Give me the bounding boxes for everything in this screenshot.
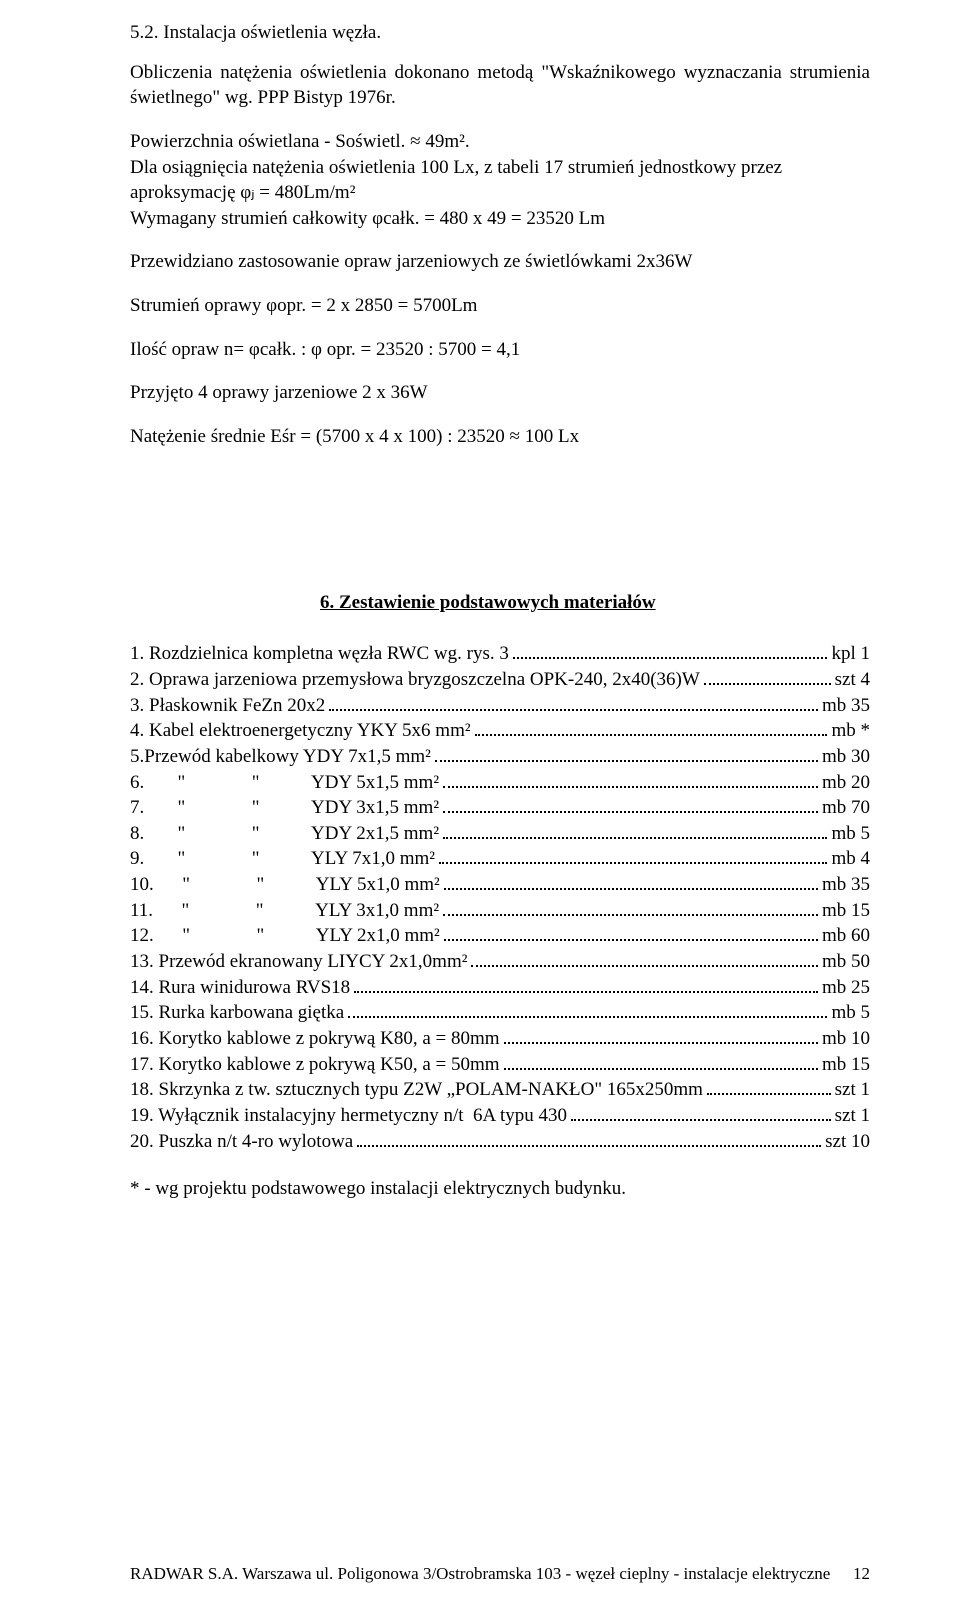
material-label: 11. " " YLY 3x1,0 mm²: [130, 898, 439, 924]
materials-list: 1. Rozdzielnica kompletna węzła RWC wg. …: [130, 641, 870, 1154]
material-dots-leader: [571, 1119, 831, 1121]
paragraph-approx: Dla osiągnięcia natężenia oświetlenia 10…: [130, 155, 870, 206]
material-label: 2. Oprawa jarzeniowa przemysłowa bryzgos…: [130, 667, 700, 693]
material-qty: mb 50: [822, 949, 870, 975]
material-label: 16. Korytko kablowe z pokrywą K80, a = 8…: [130, 1026, 500, 1052]
material-qty: kpl 1: [831, 641, 870, 667]
paragraph-fixtures: Przewidziano zastosowanie opraw jarzenio…: [130, 249, 870, 275]
paragraph-area: Powierzchnia oświetlana - Soświetl. ≈ 49…: [130, 129, 870, 155]
material-dots-leader: [444, 939, 818, 941]
footer-page-number: 12: [853, 1563, 870, 1586]
material-qty: mb 10: [822, 1026, 870, 1052]
material-row: 14. Rura winidurowa RVS18 mb 25: [130, 975, 870, 1001]
material-row: 9. " " YLY 7x1,0 mm² mb 4: [130, 846, 870, 872]
material-qty: mb 5: [831, 821, 870, 847]
paragraph-accepted: Przyjęto 4 oprawy jarzeniowe 2 x 36W: [130, 380, 870, 406]
material-qty: mb 25: [822, 975, 870, 1001]
material-label: 4. Kabel elektroenergetyczny YKY 5x6 mm²: [130, 718, 471, 744]
material-dots-leader: [443, 914, 818, 916]
material-row: 11. " " YLY 3x1,0 mm² mb 15: [130, 898, 870, 924]
material-qty: mb 60: [822, 923, 870, 949]
material-qty: szt 10: [825, 1129, 870, 1155]
material-row: 18. Skrzynka z tw. sztucznych typu Z2W „…: [130, 1077, 870, 1103]
material-row: 4. Kabel elektroenergetyczny YKY 5x6 mm²…: [130, 718, 870, 744]
material-row: 13. Przewód ekranowany LIYCY 2x1,0mm² mb …: [130, 949, 870, 975]
material-qty: mb 15: [822, 1052, 870, 1078]
material-dots-leader: [348, 1016, 827, 1018]
material-label: 3. Płaskownik FeZn 20x2: [130, 693, 325, 719]
material-dots-leader: [443, 837, 827, 839]
material-dots-leader: [329, 709, 818, 711]
material-label: 15. Rurka karbowana giętka: [130, 1000, 344, 1026]
material-row: 20. Puszka n/t 4-ro wylotowa szt 10: [130, 1129, 870, 1155]
material-dots-leader: [504, 1042, 818, 1044]
material-qty: mb 15: [822, 898, 870, 924]
paragraph-total-flux: Wymagany strumień całkowity φcałk. = 480…: [130, 206, 870, 232]
material-dots-leader: [707, 1093, 831, 1095]
material-dots-leader: [504, 1068, 818, 1070]
material-dots-leader: [471, 965, 818, 967]
material-row: 17. Korytko kablowe z pokrywą K50, a = 5…: [130, 1052, 870, 1078]
section-6-heading: 6. Zestawienie podstawowych materiałów: [320, 590, 870, 616]
paragraph-intro: Obliczenia natężenia oświetlenia dokonan…: [130, 60, 870, 111]
material-label: 5.Przewód kabelkowy YDY 7x1,5 mm²: [130, 744, 431, 770]
material-row: 5.Przewód kabelkowy YDY 7x1,5 mm² mb 30: [130, 744, 870, 770]
material-dots-leader: [443, 786, 818, 788]
material-label: 10. " " YLY 5x1,0 mm²: [130, 872, 440, 898]
section-5-2-heading: 5.2. Instalacja oświetlenia węzła.: [130, 20, 870, 46]
material-qty: szt 1: [835, 1077, 870, 1103]
material-row: 10. " " YLY 5x1,0 mm² mb 35: [130, 872, 870, 898]
paragraph-fixture-flux: Strumień oprawy φopr. = 2 x 2850 = 5700L…: [130, 293, 870, 319]
material-row: 16. Korytko kablowe z pokrywą K80, a = 8…: [130, 1026, 870, 1052]
material-label: 14. Rura winidurowa RVS18: [130, 975, 350, 1001]
material-label: 9. " " YLY 7x1,0 mm²: [130, 846, 435, 872]
material-dots-leader: [435, 760, 818, 762]
material-dots-leader: [354, 991, 818, 993]
material-row: 2. Oprawa jarzeniowa przemysłowa bryzgos…: [130, 667, 870, 693]
footer-text: RADWAR S.A. Warszawa ul. Poligonowa 3/Os…: [130, 1563, 830, 1586]
material-qty: mb 35: [822, 872, 870, 898]
material-row: 7. " " YDY 3x1,5 mm² mb 70: [130, 795, 870, 821]
material-label: 17. Korytko kablowe z pokrywą K50, a = 5…: [130, 1052, 500, 1078]
material-dots-leader: [439, 862, 827, 864]
material-qty: mb 20: [822, 770, 870, 796]
material-label: 20. Puszka n/t 4-ro wylotowa: [130, 1129, 353, 1155]
page-footer: RADWAR S.A. Warszawa ul. Poligonowa 3/Os…: [130, 1563, 870, 1586]
material-label: 6. " " YDY 5x1,5 mm²: [130, 770, 439, 796]
material-dots-leader: [357, 1145, 821, 1147]
material-row: 8. " " YDY 2x1,5 mm² mb 5: [130, 821, 870, 847]
material-row: 6. " " YDY 5x1,5 mm² mb 20: [130, 770, 870, 796]
material-label: 18. Skrzynka z tw. sztucznych typu Z2W „…: [130, 1077, 703, 1103]
material-dots-leader: [475, 734, 828, 736]
material-qty: mb *: [831, 718, 870, 744]
material-qty: mb 5: [831, 1000, 870, 1026]
material-qty: mb 70: [822, 795, 870, 821]
material-label: 19. Wyłącznik instalacyjny hermetyczny n…: [130, 1103, 567, 1129]
material-dots-leader: [704, 683, 831, 685]
material-label: 13. Przewód ekranowany LIYCY 2x1,0mm²: [130, 949, 467, 975]
material-label: 7. " " YDY 3x1,5 mm²: [130, 795, 439, 821]
material-qty: szt 4: [835, 667, 870, 693]
material-label: 1. Rozdzielnica kompletna węzła RWC wg. …: [130, 641, 509, 667]
material-dots-leader: [444, 888, 818, 890]
material-qty: szt 1: [835, 1103, 870, 1129]
material-row: 1. Rozdzielnica kompletna węzła RWC wg. …: [130, 641, 870, 667]
material-label: 12. " " YLY 2x1,0 mm²: [130, 923, 440, 949]
paragraph-avg-intensity: Natężenie średnie Eśr = (5700 x 4 x 100)…: [130, 424, 870, 450]
material-qty: mb 30: [822, 744, 870, 770]
material-row: 15. Rurka karbowana giętka mb 5: [130, 1000, 870, 1026]
material-row: 3. Płaskownik FeZn 20x2 mb 35: [130, 693, 870, 719]
material-dots-leader: [513, 657, 828, 659]
material-row: 19. Wyłącznik instalacyjny hermetyczny n…: [130, 1103, 870, 1129]
material-row: 12. " " YLY 2x1,0 mm² mb 60: [130, 923, 870, 949]
material-label: 8. " " YDY 2x1,5 mm²: [130, 821, 439, 847]
material-qty: mb 4: [831, 846, 870, 872]
material-dots-leader: [443, 811, 818, 813]
materials-footnote: * - wg projektu podstawowego instalacji …: [130, 1176, 870, 1202]
paragraph-fixture-count: Ilość opraw n= φcałk. : φ opr. = 23520 :…: [130, 337, 870, 363]
material-qty: mb 35: [822, 693, 870, 719]
